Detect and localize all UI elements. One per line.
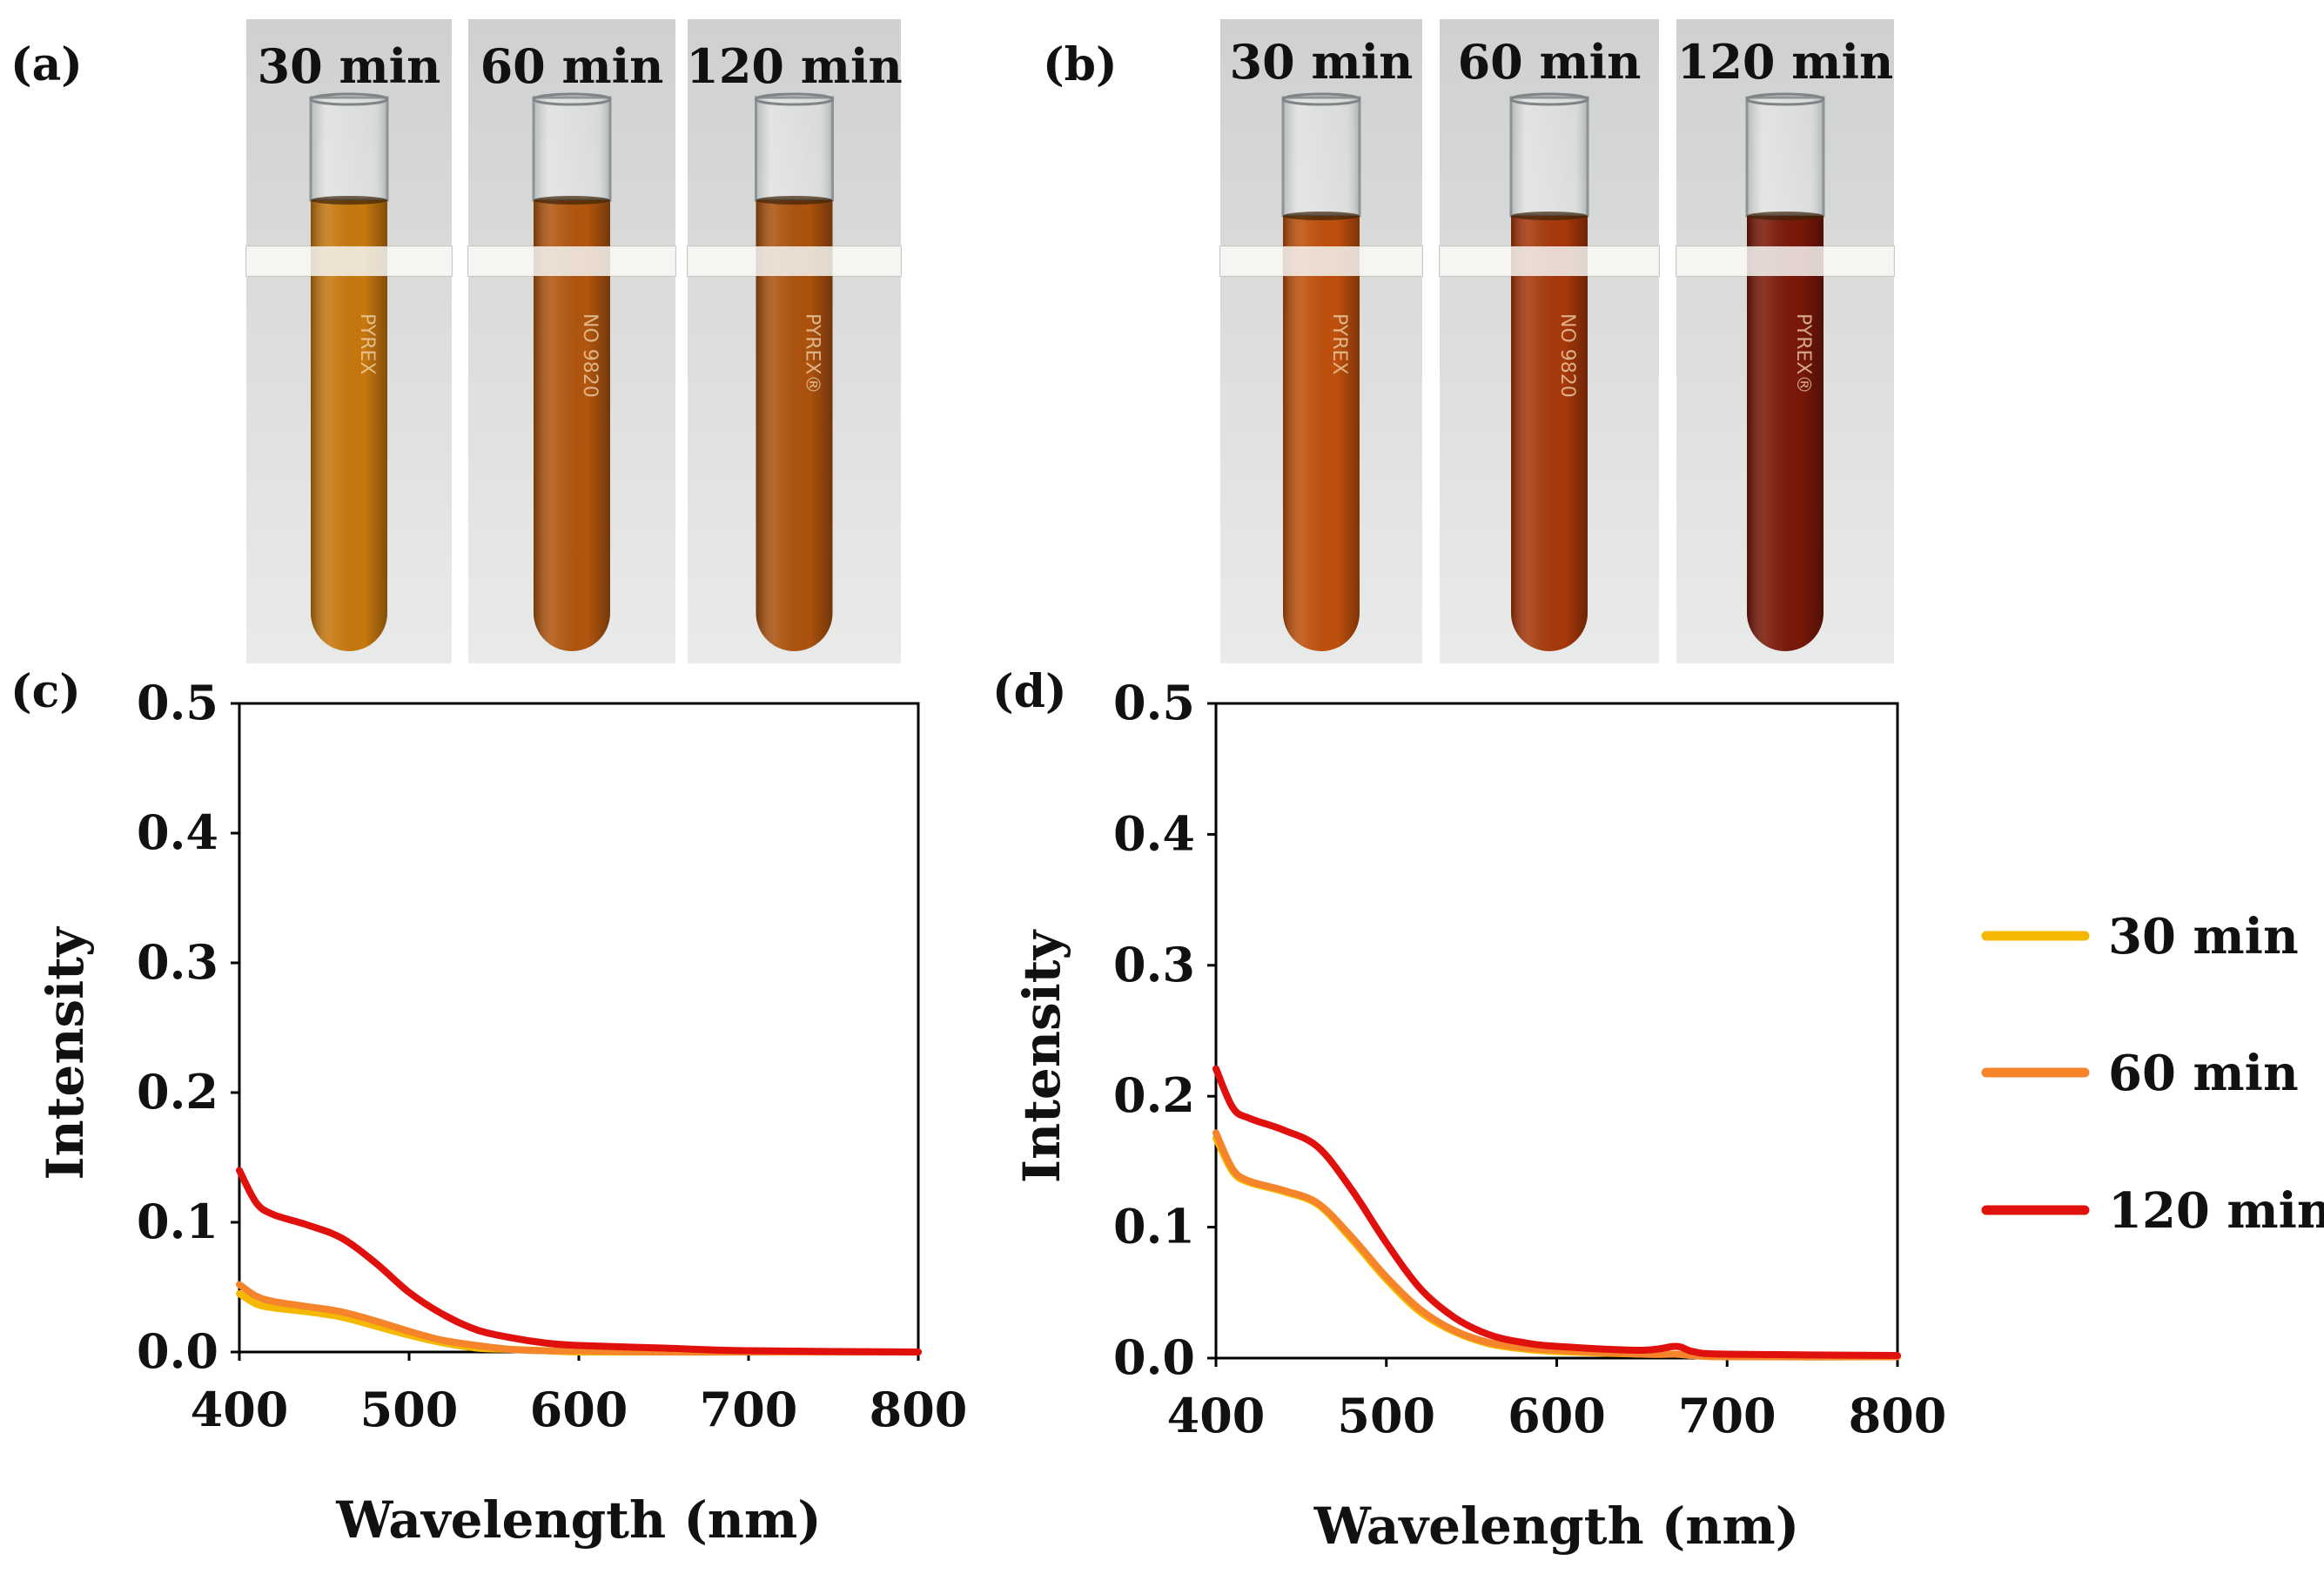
tube-marking: PYREX	[1328, 313, 1350, 374]
time-label: 120 min	[1677, 34, 1893, 90]
liquid-shading	[1283, 216, 1360, 651]
glass-tube	[309, 96, 389, 202]
tube-photo-a-1: PYREX 30 min	[245, 19, 453, 663]
glass-tube	[1509, 96, 1589, 218]
tube-rim	[1745, 92, 1825, 106]
time-label: 120 min	[686, 38, 902, 94]
tube-marking: PYREX®	[802, 313, 823, 394]
y-tick-label: 0.1	[1113, 1199, 1195, 1254]
y-tick-label: 0.3	[137, 934, 218, 990]
panel-label-b: (b)	[1043, 38, 1118, 91]
glass-tube	[755, 96, 834, 202]
x-tick-label: 600	[530, 1382, 628, 1437]
tube-rim	[1281, 92, 1361, 106]
y-tick-label: 0.3	[1113, 937, 1195, 992]
chart-c: 0.0 0.1 0.2 0.3 0.4 0.5 400 500 600 700 800 Wavelen…	[36, 675, 967, 1550]
plot-frame	[1214, 702, 1899, 1360]
tube-rim	[1509, 92, 1589, 106]
tube-marking: NO 9820	[1556, 313, 1578, 398]
tube-photo-b-3: PYREX® 120 min	[1676, 19, 1895, 663]
glass-tube	[1281, 96, 1361, 218]
tube-photo-b-1: PYREX 30 min	[1219, 19, 1423, 663]
x-axis-label: Wavelength (nm)	[1313, 1497, 1800, 1556]
time-label: 30 min	[1230, 34, 1414, 90]
y-tick-label: 0.2	[137, 1064, 218, 1120]
liquid-shading	[534, 200, 610, 651]
tube-rim	[755, 92, 834, 106]
x-tick-label: 400	[1167, 1388, 1266, 1443]
chart-d: 0.0 0.1 0.2 0.3 0.4 0.5 400 500 600 700 800 Wavelen…	[1012, 675, 1946, 1556]
tube-photo-a-3: PYREX® 120 min	[686, 19, 903, 663]
rack-bar-front	[688, 246, 901, 276]
liquid-shading	[1747, 216, 1824, 651]
panel-label-a: (a)	[10, 38, 83, 91]
tube-rim	[532, 92, 612, 106]
liquid-shading	[1511, 216, 1588, 651]
series-line-30-min	[1212, 1134, 1901, 1361]
tube-photo-b-2: NO 9820 60 min	[1439, 19, 1660, 663]
plot-frame	[238, 702, 920, 1354]
y-tick-label: 0.4	[1113, 805, 1195, 861]
glass-tube	[532, 96, 612, 202]
glass-tube	[1745, 96, 1825, 218]
x-axis-label: Wavelength (nm)	[335, 1490, 822, 1550]
x-tick-label: 700	[1678, 1388, 1777, 1443]
y-axis-label: Intensity	[36, 925, 95, 1180]
legend: 30 min 60 min 120 min	[1981, 908, 2324, 1240]
y-tick-label: 0.0	[1113, 1329, 1195, 1385]
tube-photo-a-2: NO 9820 60 min	[467, 19, 676, 663]
x-tick-label: 800	[1849, 1388, 1947, 1443]
y-tick-label: 0.5	[137, 675, 218, 730]
panel-label-d: (d)	[992, 665, 1067, 718]
legend-label: 30 min	[2108, 908, 2299, 965]
series-line-120-min	[1212, 1065, 1901, 1359]
rack-bar-front	[468, 246, 675, 276]
tube-marking: NO 9820	[579, 313, 601, 398]
meniscus	[1283, 212, 1360, 220]
x-tick-label: 400	[191, 1382, 289, 1437]
y-tick-label: 0.4	[137, 804, 218, 860]
y-tick-label: 0.1	[137, 1194, 218, 1249]
legend-label: 60 min	[2108, 1045, 2299, 1102]
time-label: 60 min	[1458, 34, 1642, 90]
panel-label-c: (c)	[10, 665, 81, 718]
tube-marking: PYREX	[356, 313, 378, 374]
liquid-shading	[311, 200, 387, 651]
x-tick-label: 700	[700, 1382, 798, 1437]
x-tick-label: 500	[360, 1382, 459, 1437]
tube-marking: PYREX®	[1792, 313, 1814, 394]
y-tick-label: 0.2	[1113, 1067, 1195, 1123]
x-tick-label: 800	[870, 1382, 968, 1437]
rack-bar-front	[1440, 246, 1659, 276]
time-label: 60 min	[480, 38, 664, 94]
y-tick-label: 0.5	[1113, 675, 1195, 730]
liquid-shading	[756, 200, 833, 651]
x-tick-label: 500	[1337, 1388, 1435, 1443]
rack-bar-front	[1676, 246, 1894, 276]
meniscus	[1511, 212, 1588, 220]
x-tick-label: 600	[1508, 1388, 1606, 1443]
meniscus	[756, 196, 833, 205]
time-label: 30 min	[258, 38, 441, 94]
y-axis-label: Intensity	[1012, 929, 1071, 1184]
series-line-60-min	[1212, 1129, 1901, 1361]
legend-label: 120 min	[2108, 1182, 2324, 1240]
meniscus	[1747, 212, 1824, 220]
tube-rim	[309, 92, 389, 106]
rack-bar-front	[1220, 246, 1422, 276]
meniscus	[534, 196, 610, 205]
y-tick-label: 0.0	[137, 1323, 218, 1379]
rack-bar-front	[246, 246, 452, 276]
meniscus	[311, 196, 387, 205]
series-line-120-min	[236, 1167, 922, 1355]
